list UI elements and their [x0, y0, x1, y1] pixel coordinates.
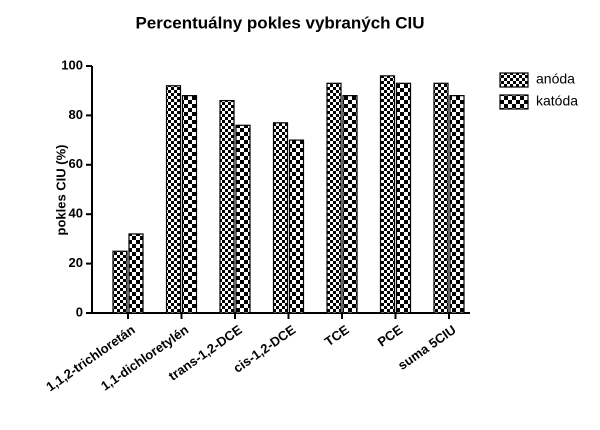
legend-swatch	[499, 72, 529, 88]
bar	[165, 85, 182, 314]
x-tick-label: suma 5CIU	[395, 322, 459, 373]
y-tick-label: 20	[69, 255, 83, 270]
bar	[235, 124, 251, 314]
bar	[379, 75, 396, 314]
bar	[272, 122, 289, 314]
y-tick-label: 60	[69, 156, 83, 171]
legend-label: anóda	[536, 71, 575, 87]
bar	[112, 250, 128, 314]
y-tick-label: 0	[76, 304, 83, 319]
x-tick-label: 1,1-dichloretylén	[98, 322, 191, 394]
bar	[288, 139, 305, 314]
bar	[449, 95, 465, 314]
x-tick-label: PCE	[375, 322, 406, 350]
bar	[395, 82, 412, 314]
legend-label: katóda	[536, 93, 578, 109]
y-tick-label: 100	[61, 57, 83, 72]
x-tick-label: 1,1,2-trichloretán	[43, 322, 137, 394]
bar	[219, 99, 235, 314]
y-tick-label: 80	[69, 107, 83, 122]
bar	[433, 82, 449, 314]
x-tick-label: TCE	[322, 322, 352, 349]
legend-swatch	[499, 94, 529, 110]
bar	[181, 95, 198, 314]
bar	[128, 233, 144, 314]
bar	[326, 82, 342, 314]
chart-title: Percentuálny pokles vybraných CIU	[135, 13, 424, 32]
bar	[342, 95, 358, 314]
y-tick-label: 40	[69, 206, 83, 221]
y-axis-label: pokles CIU (%)	[53, 144, 68, 235]
